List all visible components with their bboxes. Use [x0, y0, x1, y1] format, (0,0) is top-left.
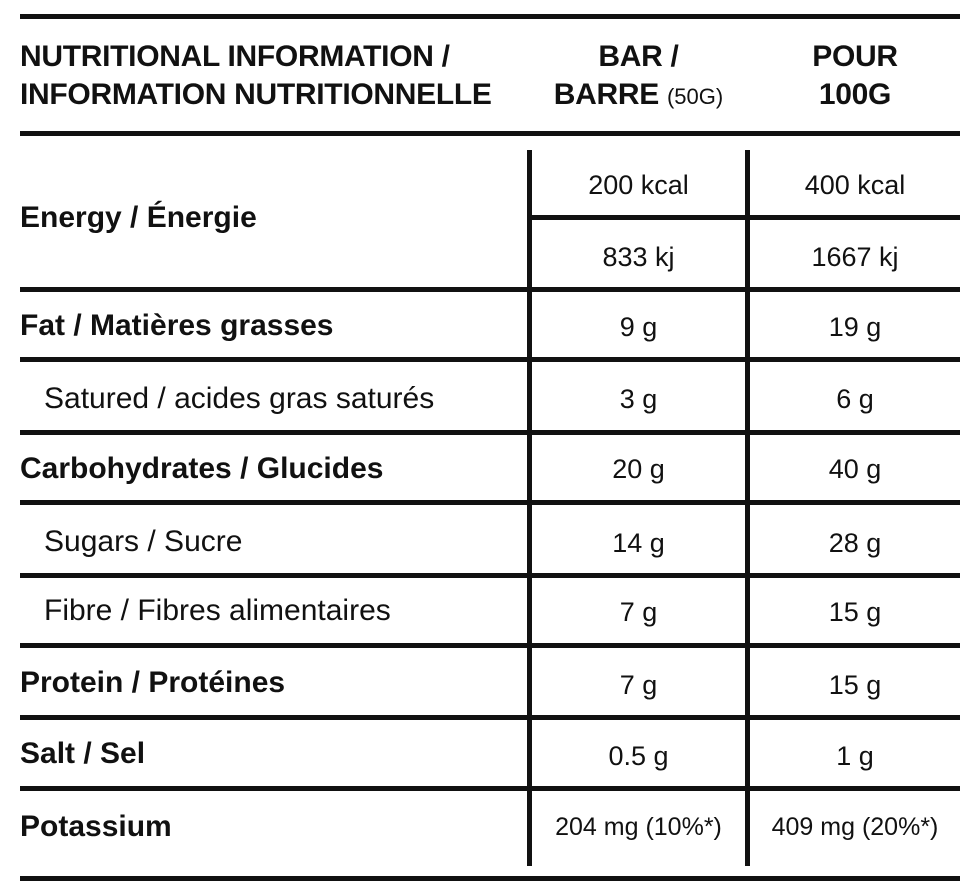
sugars-100g: 28 g [828, 528, 882, 558]
row-rule [20, 786, 960, 791]
salt-100g: 1 g [836, 741, 874, 771]
salt-bar: 0.5 g [608, 741, 669, 771]
fat-bar: 9 g [619, 312, 658, 342]
column-divider-left [527, 150, 532, 866]
row-label-fat: Fat / Matières grasses [20, 309, 334, 342]
column-header-100g-line2: 100G [818, 78, 892, 111]
header-rule [20, 131, 960, 136]
row-label-sugars: Sugars / Sucre [44, 525, 243, 558]
potassium-bar: 204 mg (10%*) [555, 813, 722, 841]
row-label-salt: Salt / Sel [20, 737, 146, 770]
protein-100g: 15 g [828, 670, 882, 700]
column-header-bar-line2: BARRE (50G) [553, 78, 724, 111]
saturated-100g: 6 g [836, 384, 874, 414]
potassium-100g: 409 mg (20%*) [771, 813, 939, 841]
carbohydrates-100g: 40 g [828, 454, 882, 484]
row-label-saturated: Satured / acides gras saturés [44, 382, 435, 415]
table-title: NUTRITIONAL INFORMATION / INFORMATION NU… [20, 38, 492, 114]
energy-kcal-bar: 200 kcal [588, 170, 689, 200]
row-label-protein: Protein / Protéines [20, 666, 286, 699]
row-label-fibre: Fibre / Fibres alimentaires [44, 594, 391, 627]
column-header-100g-line1: POUR [812, 40, 898, 73]
column-header-bar: BAR / BARRE (50G) [532, 38, 745, 116]
fibre-bar: 7 g [619, 597, 658, 627]
fibre-100g: 15 g [828, 597, 882, 627]
serving-size: (50G) [666, 84, 724, 109]
row-rule [20, 500, 960, 505]
table-title-line2: INFORMATION NUTRITIONNELLE [20, 78, 492, 111]
sugars-bar: 14 g [612, 528, 665, 558]
row-label-energy: Energy / Énergie [20, 201, 257, 234]
row-rule [20, 357, 960, 362]
carbohydrates-bar: 20 g [612, 454, 665, 484]
fat-100g: 19 g [828, 312, 882, 342]
table-title-line1: NUTRITIONAL INFORMATION / [20, 40, 450, 73]
row-label-carbohydrates: Carbohydrates / Glucides [20, 452, 384, 485]
top-rule [20, 14, 960, 19]
energy-kcal-100g: 400 kcal [804, 170, 906, 200]
column-header-100g: POUR 100G [750, 38, 960, 114]
row-label-potassium: Potassium [20, 810, 172, 843]
row-rule [20, 643, 960, 648]
row-rule [20, 573, 960, 578]
energy-kj-bar: 833 kj [602, 242, 675, 272]
row-rule [20, 715, 960, 720]
saturated-bar: 3 g [619, 384, 658, 414]
column-divider-right [745, 150, 750, 866]
bottom-rule [20, 876, 960, 881]
energy-kj-100g: 1667 kj [811, 242, 899, 272]
row-rule [20, 287, 960, 292]
row-rule [20, 430, 960, 435]
protein-bar: 7 g [619, 670, 658, 700]
column-header-bar-line1: BAR / [598, 40, 679, 73]
